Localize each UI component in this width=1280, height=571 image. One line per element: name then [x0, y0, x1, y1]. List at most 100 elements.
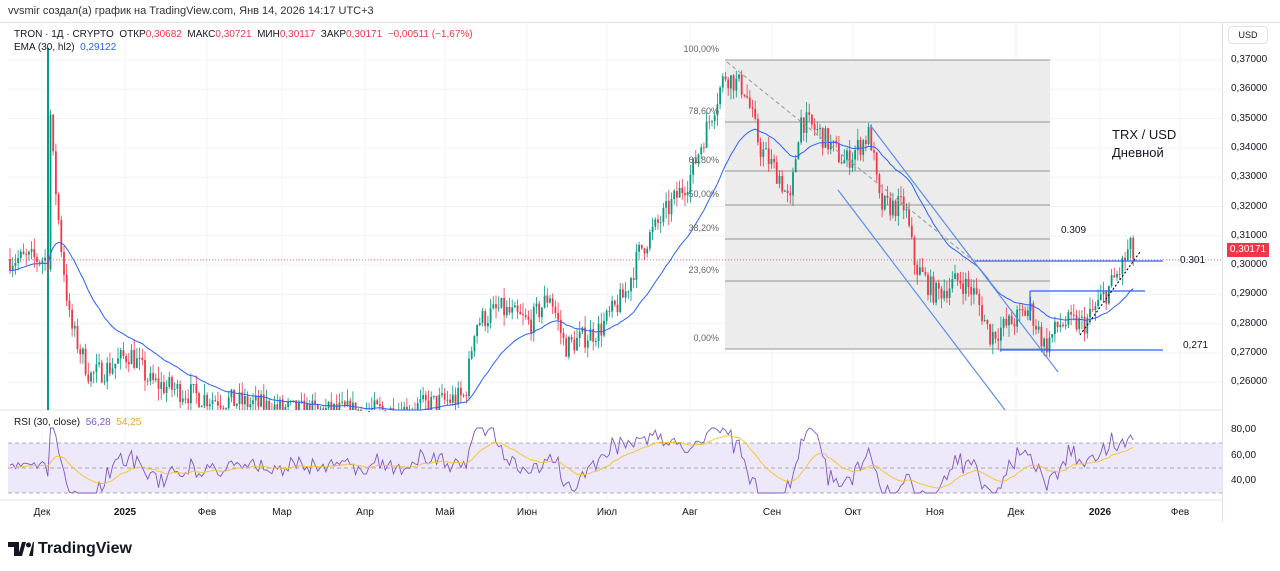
candle-body [546, 295, 549, 303]
candle-body [1078, 317, 1081, 330]
currency-button[interactable]: USD [1228, 26, 1268, 44]
candle-body [746, 95, 748, 98]
price-axis[interactable] [1222, 22, 1280, 522]
candle-body [203, 394, 206, 407]
candle-body [451, 394, 454, 403]
chart-frame [0, 22, 1280, 522]
price-chart[interactable] [0, 0, 1222, 522]
candle-body [478, 322, 481, 326]
rsi-value: 56,28 [85, 417, 111, 428]
candle-body [19, 251, 22, 259]
candle-body [462, 395, 465, 397]
candle-body [1043, 338, 1045, 347]
candle-body [206, 394, 208, 407]
candle-body [497, 307, 500, 309]
candle-body [724, 76, 727, 80]
candle-body [168, 377, 171, 387]
chart-interval: Дневной [1112, 145, 1164, 160]
candle-body [959, 280, 962, 284]
candle-body [875, 152, 878, 175]
candle-body [357, 409, 360, 411]
candle-body [187, 398, 190, 404]
candle-body [997, 338, 1000, 341]
candle-body [36, 257, 38, 263]
time-tick: Сен [762, 507, 782, 518]
candle-body [165, 386, 168, 394]
fib-label-618: 61,80% [688, 155, 719, 165]
tradingview-logo-icon [8, 542, 34, 556]
candle-body [149, 373, 152, 381]
candle-body [970, 286, 973, 295]
trend-line-dotted [1079, 251, 1141, 336]
candle-body [100, 362, 103, 383]
ema-value: 0,29122 [80, 42, 117, 53]
rsi-ma-value: 54,25 [116, 417, 142, 428]
candle-body [262, 394, 265, 410]
candle-body [473, 335, 476, 352]
candle-body [897, 196, 900, 217]
candle-body [794, 159, 797, 173]
time-tick: Мар [272, 507, 292, 518]
candle-body [314, 400, 316, 405]
price-tick: 0,33000 [1231, 171, 1268, 183]
candle-body [597, 323, 600, 341]
candle-body [635, 251, 638, 280]
candle-body [1124, 257, 1126, 260]
candle-body [176, 383, 179, 389]
candle-body [516, 305, 519, 312]
candle-body [611, 300, 613, 312]
candle-body [740, 74, 743, 95]
candle-body [624, 291, 627, 298]
candle-body [1018, 309, 1021, 311]
candle-body [751, 107, 754, 109]
candle-body [316, 404, 319, 409]
symbol-name[interactable]: TRON · 1Д · CRYPTO [14, 29, 114, 40]
candle-body [694, 158, 697, 164]
candle-body [886, 195, 889, 198]
fib-label-0: 0,00% [693, 333, 719, 343]
candle-body [90, 372, 92, 382]
candle-body [824, 128, 827, 148]
candle-body [665, 200, 667, 208]
candle-body [1059, 324, 1062, 328]
candle-body [419, 399, 422, 404]
candle-body [1064, 324, 1067, 327]
candle-body [303, 400, 306, 410]
candle-body [109, 362, 111, 374]
candle-body [676, 190, 678, 198]
candle-body [859, 139, 862, 155]
candle-body [424, 395, 427, 401]
candle-body [200, 406, 203, 408]
candle-body [964, 278, 967, 294]
candle-body [441, 393, 443, 396]
candle-body [30, 249, 33, 252]
candle-body [584, 327, 586, 348]
time-tick: Фев [197, 507, 217, 518]
candle-body [57, 194, 60, 220]
rsi-legend[interactable]: RSI (30, close) 56,28 54,25 [14, 417, 141, 428]
candle-body [49, 114, 52, 270]
candle-body [978, 293, 981, 306]
candle-body [778, 176, 781, 184]
candle-body [146, 380, 149, 382]
fib-label-786: 78,60% [688, 106, 719, 116]
price-tick: 0,31000 [1231, 229, 1268, 241]
candle-body [991, 331, 994, 345]
candle-body [557, 313, 559, 320]
fib-label-100: 100,00% [683, 44, 719, 54]
candle-body [438, 395, 441, 410]
candle-body [489, 308, 492, 323]
candle-body [92, 372, 95, 374]
candle-body [341, 401, 343, 403]
candle-body [306, 403, 308, 410]
candle-body [230, 389, 233, 398]
candle-body [63, 252, 65, 275]
candle-body [28, 251, 30, 255]
candle-body [17, 258, 19, 264]
tradingview-logo[interactable]: TradingView [8, 540, 132, 558]
candle-body [198, 393, 200, 408]
candle-body [538, 303, 541, 318]
ema-label[interactable]: EMA (30, hl2) [14, 42, 75, 53]
candle-body [403, 406, 406, 410]
candle-body [748, 97, 751, 108]
